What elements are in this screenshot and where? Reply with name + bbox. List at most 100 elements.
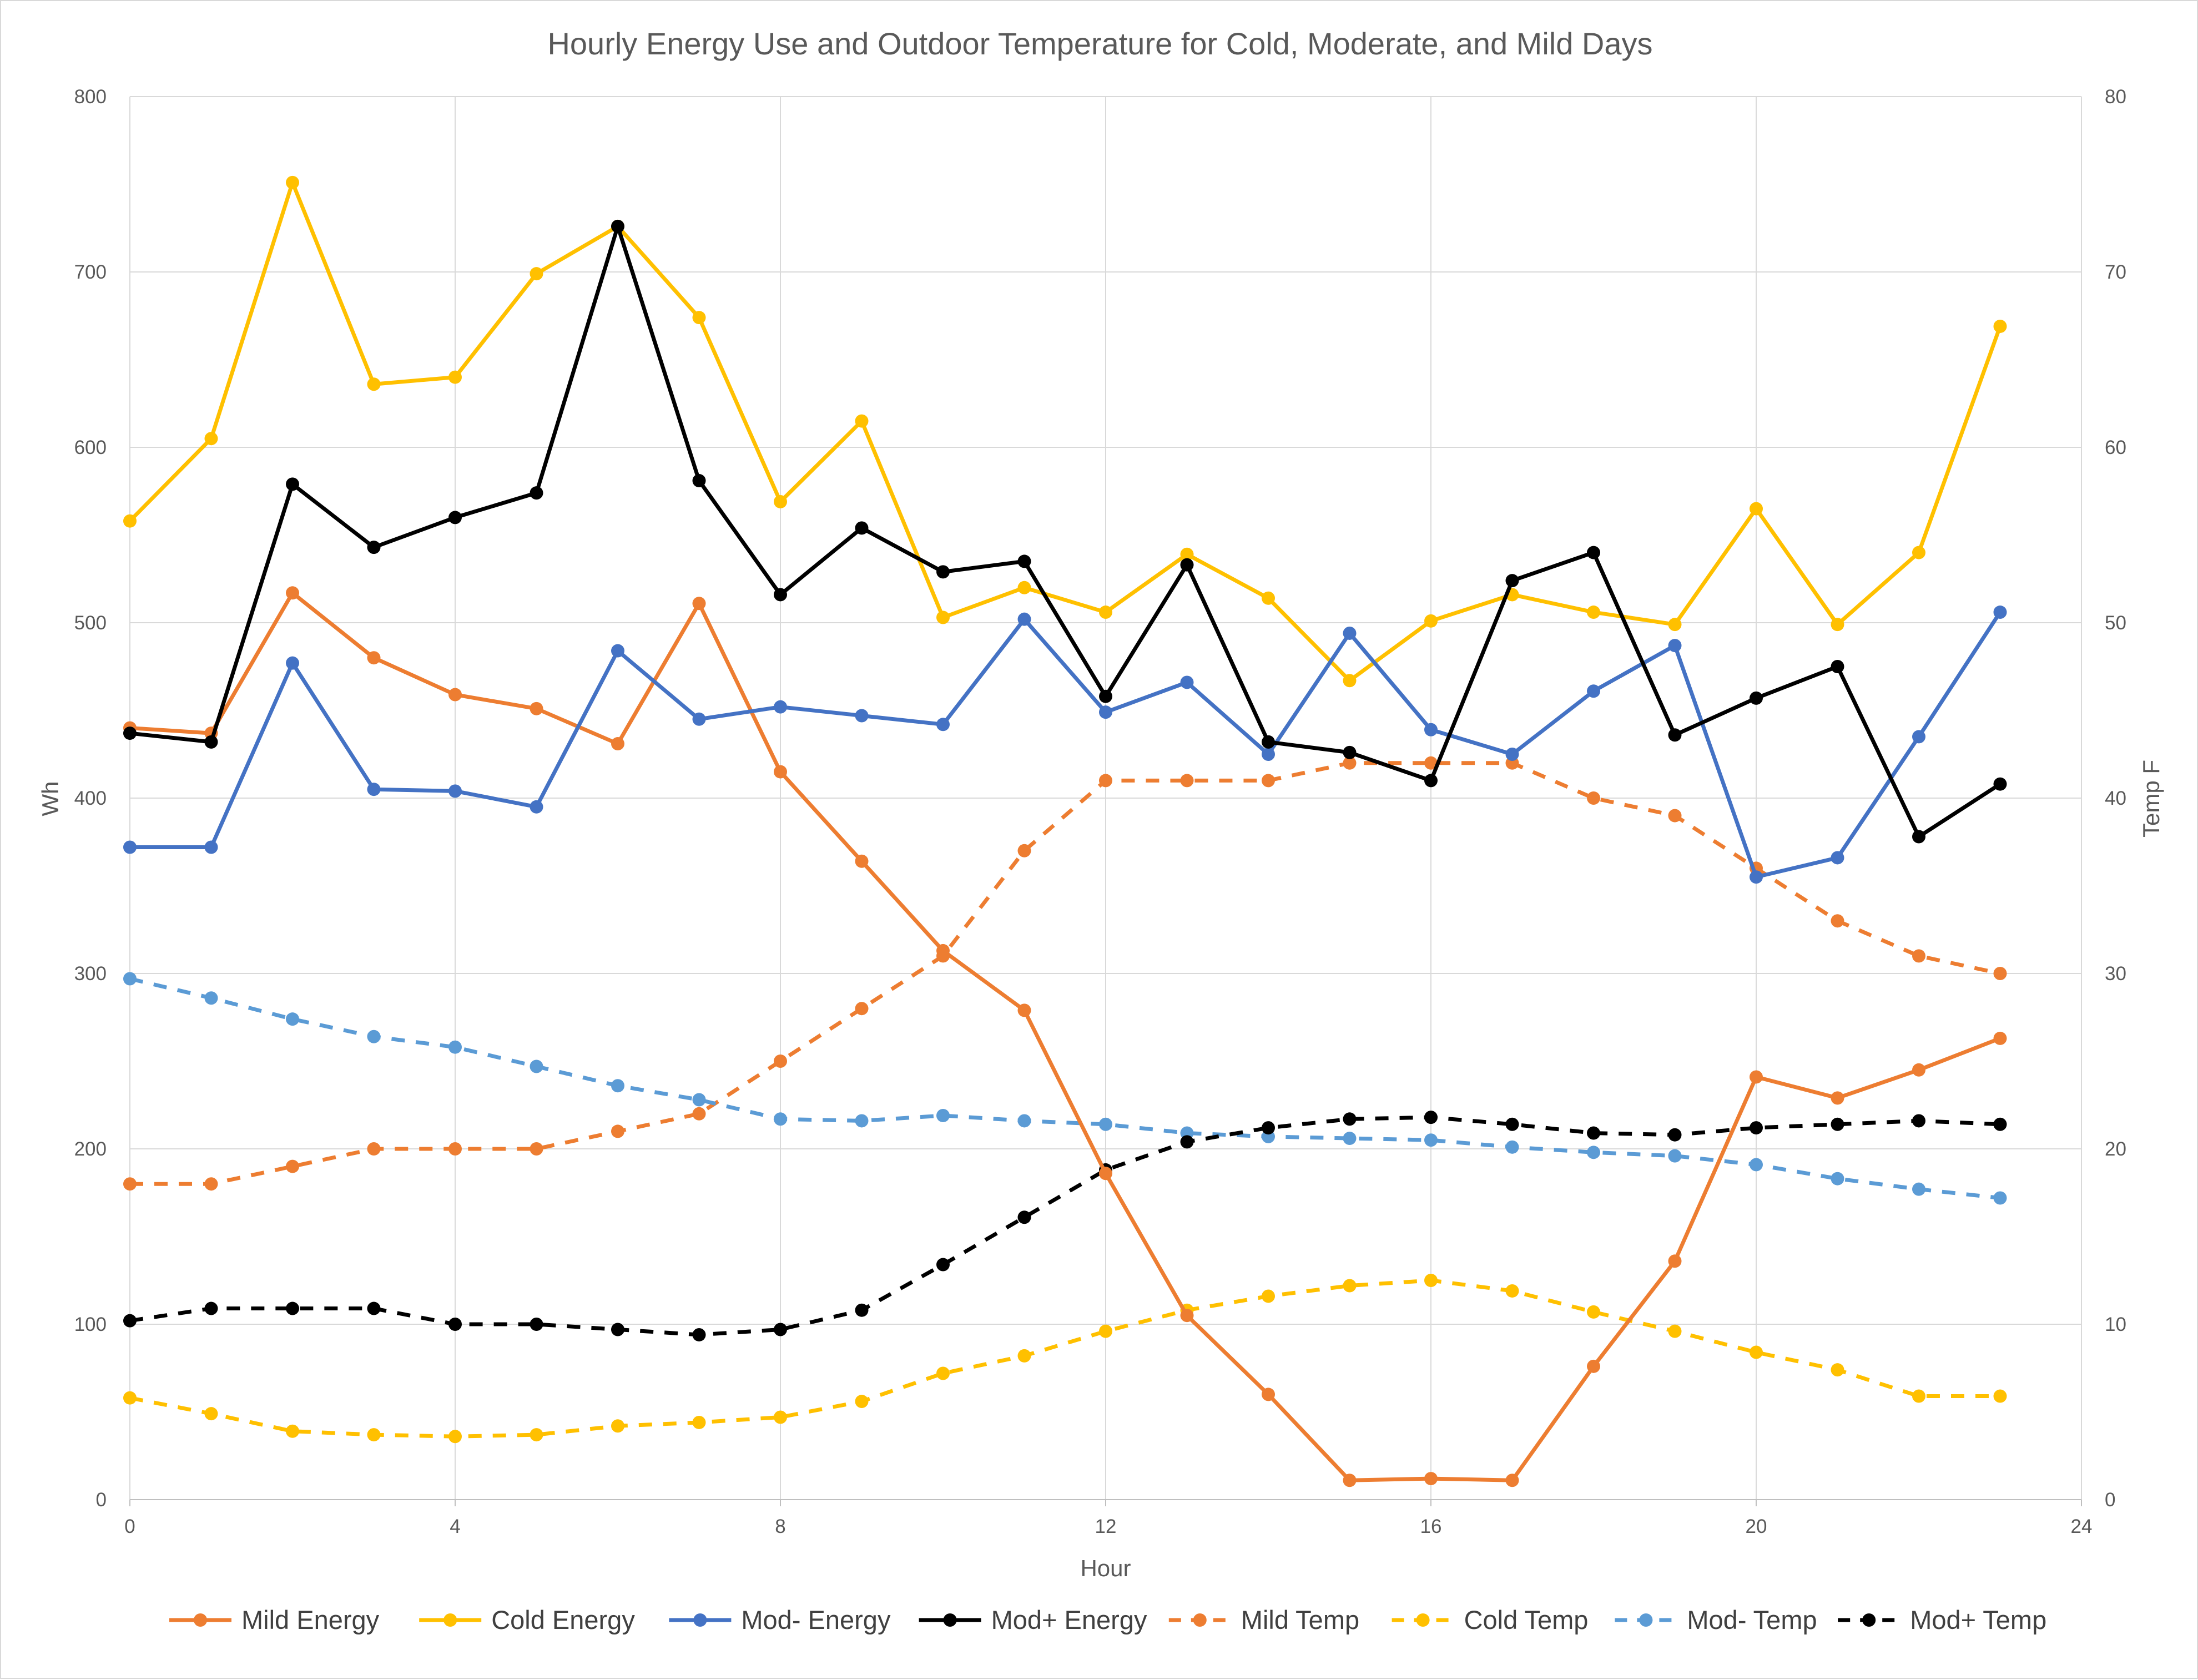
data-point-cold-energy bbox=[1017, 581, 1031, 594]
data-point-mod-temp bbox=[692, 1093, 706, 1107]
data-point-mod-temp bbox=[530, 1060, 543, 1073]
data-point-mild-energy bbox=[611, 737, 624, 751]
data-point-mod-energy bbox=[367, 783, 381, 796]
data-point-mod-energy bbox=[1343, 626, 1357, 640]
data-point-mod-energy bbox=[611, 644, 624, 658]
data-point-mod-energy bbox=[1831, 660, 1844, 673]
y2-tick-label: 10 bbox=[2105, 1314, 2126, 1335]
series-line-mild-energy bbox=[128, 591, 2002, 1482]
data-point-mod-energy bbox=[1750, 870, 1763, 884]
legend-item-mild-temp: Mild Temp bbox=[1168, 1605, 1359, 1634]
data-point-mod-energy bbox=[611, 219, 624, 233]
data-point-mild-energy bbox=[1099, 1167, 1112, 1180]
data-point-mod-temp bbox=[1750, 1158, 1763, 1172]
data-point-mod-temp bbox=[123, 1314, 137, 1328]
data-point-cold-energy bbox=[530, 267, 543, 281]
data-point-mod-energy bbox=[692, 474, 706, 488]
data-point-mod-temp bbox=[1587, 1146, 1600, 1159]
x-tick-label: 4 bbox=[450, 1516, 460, 1537]
data-point-mod-temp bbox=[204, 1301, 218, 1315]
x-tick-label: 8 bbox=[775, 1516, 785, 1537]
legend-item-cold-energy: Cold Energy bbox=[419, 1605, 635, 1634]
data-point-mod-energy bbox=[692, 712, 706, 726]
axes: 0100200300400500600700800010203040506070… bbox=[74, 86, 2126, 1537]
data-point-mod-temp bbox=[448, 1040, 462, 1054]
data-point-mod-temp bbox=[936, 1108, 950, 1122]
data-point-cold-temp bbox=[1505, 1284, 1519, 1298]
data-point-mod-energy bbox=[1099, 705, 1112, 719]
data-point-mild-temp bbox=[1912, 949, 1925, 963]
data-point-mild-temp bbox=[1831, 914, 1844, 928]
x-tick-label: 12 bbox=[1095, 1516, 1117, 1537]
data-point-cold-energy bbox=[1912, 546, 1925, 559]
data-point-mild-energy bbox=[1262, 1388, 1275, 1401]
data-point-mod-temp bbox=[530, 1318, 543, 1331]
data-point-mild-energy bbox=[1180, 1309, 1194, 1323]
data-point-mod-energy bbox=[1017, 554, 1031, 568]
y2-tick-label: 20 bbox=[2105, 1138, 2126, 1160]
data-point-mod-energy bbox=[936, 718, 950, 731]
data-point-cold-temp bbox=[1017, 1349, 1031, 1363]
data-point-mild-energy bbox=[936, 944, 950, 957]
data-point-cold-temp bbox=[367, 1428, 381, 1442]
data-point-mod-energy bbox=[123, 840, 137, 854]
data-point-mod-temp bbox=[1424, 1133, 1438, 1147]
y-tick-label: 0 bbox=[96, 1489, 107, 1511]
data-point-mild-temp bbox=[855, 1002, 869, 1016]
y-tick-label: 600 bbox=[74, 437, 107, 458]
data-point-mod-temp bbox=[774, 1323, 787, 1336]
legend-label: Mod- Temp bbox=[1687, 1605, 1817, 1634]
data-point-cold-temp bbox=[204, 1407, 218, 1421]
legend: Mild Energy Cold Energy Mod- Energy Mod+ En… bbox=[169, 1605, 2046, 1634]
data-point-mod-temp bbox=[448, 1318, 462, 1331]
data-point-mod-temp bbox=[611, 1079, 624, 1093]
data-point-mod-energy bbox=[286, 477, 299, 491]
data-point-cold-energy bbox=[1831, 618, 1844, 632]
data-point-mild-temp bbox=[204, 1177, 218, 1191]
data-point-cold-energy bbox=[286, 175, 299, 189]
y2-tick-label: 0 bbox=[2105, 1489, 2115, 1511]
data-point-cold-temp bbox=[1831, 1363, 1844, 1377]
data-point-mod-energy bbox=[1262, 748, 1275, 761]
data-point-mod-energy bbox=[530, 800, 543, 814]
data-point-mod-temp bbox=[1017, 1114, 1031, 1128]
data-point-mod-energy bbox=[1993, 777, 2007, 791]
y-tick-label: 400 bbox=[74, 788, 107, 809]
data-point-mild-energy bbox=[1343, 1474, 1357, 1487]
data-point-mild-temp bbox=[1099, 774, 1112, 788]
data-point-mod-temp bbox=[774, 1112, 787, 1126]
data-point-mod-temp bbox=[1993, 1191, 2007, 1205]
data-point-mild-temp bbox=[1262, 774, 1275, 788]
data-point-mod-temp bbox=[367, 1030, 381, 1043]
series-line-mod-temp bbox=[129, 1115, 2000, 1337]
data-point-mild-temp bbox=[1587, 791, 1600, 805]
series-mod-temp bbox=[123, 972, 2007, 1205]
data-point-mod-energy bbox=[1831, 851, 1844, 865]
data-point-mild-energy bbox=[448, 688, 462, 702]
data-point-mod-energy bbox=[286, 656, 299, 670]
data-point-cold-temp bbox=[123, 1391, 137, 1405]
data-point-mod-energy bbox=[204, 840, 218, 854]
data-point-mod-temp bbox=[1017, 1210, 1031, 1224]
data-point-mild-energy bbox=[855, 854, 869, 868]
legend-item-mod-energy: Mod- Energy bbox=[669, 1605, 891, 1634]
data-point-mild-temp bbox=[123, 1177, 137, 1191]
data-point-mod-energy bbox=[1668, 728, 1682, 742]
y-tick-label: 700 bbox=[74, 261, 107, 283]
data-point-mod-energy bbox=[774, 588, 787, 602]
series-line-cold-energy bbox=[128, 180, 2002, 683]
series-line-mod-energy bbox=[128, 224, 2002, 839]
data-point-mod-temp bbox=[1993, 1117, 2007, 1131]
gridlines bbox=[129, 96, 2082, 1500]
data-point-mod-energy bbox=[855, 709, 869, 723]
y2-tick-label: 50 bbox=[2105, 612, 2126, 634]
chart-title: Hourly Energy Use and Outdoor Temperatur… bbox=[547, 26, 1652, 61]
y-tick-label: 500 bbox=[74, 612, 107, 634]
data-point-mild-temp bbox=[611, 1124, 624, 1138]
data-point-mod-temp bbox=[1587, 1126, 1600, 1140]
data-point-mod-energy bbox=[1017, 612, 1031, 626]
data-point-mild-temp bbox=[530, 1142, 543, 1156]
data-point-mod-temp bbox=[1668, 1149, 1682, 1163]
legend-swatch-marker bbox=[943, 1613, 957, 1627]
